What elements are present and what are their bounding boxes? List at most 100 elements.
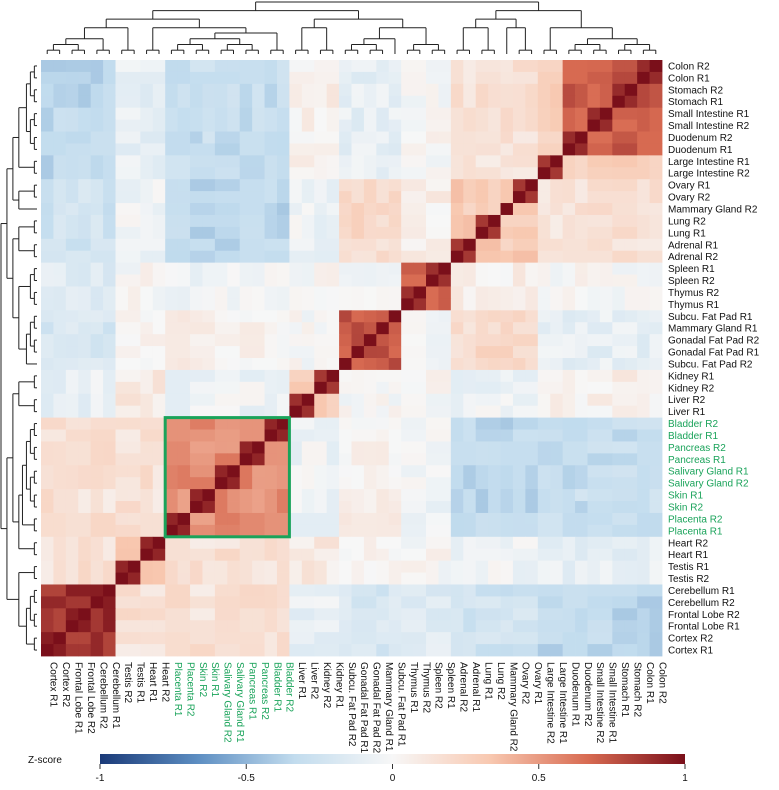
heatmap-cell	[463, 214, 477, 228]
heatmap-cell	[140, 441, 154, 454]
heatmap-cell	[239, 250, 253, 264]
heatmap-cell	[599, 238, 613, 252]
heatmap-cell	[463, 226, 477, 240]
heatmap-cell	[90, 369, 104, 383]
heatmap-cell	[289, 405, 303, 418]
heatmap-cell	[351, 119, 365, 132]
heatmap-cell	[314, 501, 328, 514]
heatmap-cell	[53, 143, 67, 156]
heatmap-cell	[289, 250, 303, 264]
row-label: Adrenal R1	[668, 240, 718, 251]
heatmap-cell	[450, 429, 464, 442]
heatmap-cell	[438, 477, 452, 490]
heatmap-cell	[152, 477, 166, 490]
heatmap-cell	[463, 179, 477, 192]
heatmap-cell	[202, 572, 216, 585]
heatmap-cell	[649, 548, 663, 562]
heatmap-cell	[90, 512, 104, 526]
heatmap-cell	[363, 381, 377, 395]
heatmap-cell	[450, 214, 464, 228]
heatmap-cell	[276, 512, 290, 526]
heatmap-cell	[214, 155, 228, 168]
heatmap-cell	[612, 644, 626, 657]
heatmap-cell	[351, 214, 365, 228]
heatmap-cell	[537, 417, 551, 430]
heatmap-cell	[376, 143, 390, 156]
heatmap-cell	[562, 238, 576, 252]
heatmap-cell	[239, 441, 253, 454]
heatmap-cell	[562, 596, 576, 609]
heatmap-cell	[289, 512, 303, 526]
heatmap-cell	[413, 524, 427, 538]
heatmap-cell	[339, 286, 352, 299]
heatmap-cell	[525, 441, 539, 454]
heatmap-cell	[537, 191, 551, 204]
heatmap-cell	[500, 644, 514, 657]
heatmap-cell	[140, 453, 154, 466]
heatmap-cell	[214, 381, 228, 395]
heatmap-cell	[289, 441, 303, 454]
heatmap-cell	[127, 83, 141, 97]
heatmap-cell	[512, 572, 526, 585]
heatmap-cell	[339, 131, 352, 144]
heatmap-cell	[152, 441, 166, 454]
heatmap-cell	[587, 477, 601, 490]
heatmap-cell	[438, 381, 452, 395]
heatmap-cell	[165, 620, 179, 633]
heatmap-cell	[401, 560, 414, 573]
heatmap-cell	[289, 572, 303, 585]
heatmap-cell	[65, 95, 79, 109]
heatmap-cell	[599, 60, 613, 73]
heatmap-cell	[264, 512, 278, 526]
heatmap-cell	[488, 501, 501, 514]
heatmap-cell	[115, 155, 129, 168]
heatmap-cell	[202, 155, 216, 168]
heatmap-cell	[78, 441, 92, 454]
heatmap-cell	[127, 620, 141, 633]
heatmap-cell	[140, 262, 154, 275]
heatmap-cell	[140, 83, 154, 97]
heatmap-cell	[426, 155, 439, 168]
heatmap-cell	[190, 441, 203, 454]
heatmap-cell	[475, 572, 489, 585]
heatmap-cell	[575, 512, 588, 526]
heatmap-cell	[463, 167, 477, 180]
heatmap-cell	[177, 119, 191, 132]
heatmap-cell	[500, 60, 514, 73]
heatmap-cell	[214, 477, 228, 490]
heatmap-cell	[637, 453, 650, 466]
heatmap-cell	[314, 417, 328, 430]
heatmap-cell	[214, 358, 228, 371]
column-label: Testis R2	[122, 662, 133, 704]
heatmap-cell	[363, 167, 377, 180]
heatmap-cell	[587, 512, 601, 526]
heatmap-cell	[103, 346, 116, 359]
heatmap-cell	[41, 644, 54, 657]
heatmap-cell	[587, 620, 601, 633]
heatmap-cell	[90, 358, 104, 371]
heatmap-cell	[649, 250, 663, 264]
heatmap-cell	[500, 179, 514, 192]
heatmap-cell	[41, 107, 54, 120]
heatmap-cell	[550, 238, 564, 252]
heatmap-cell	[90, 572, 104, 585]
colorbar-tick-label: -1	[96, 773, 105, 784]
heatmap-cell	[562, 179, 576, 192]
heatmap-cell	[276, 524, 290, 538]
heatmap-cell	[612, 429, 626, 442]
heatmap-cell	[90, 346, 104, 359]
heatmap-cell	[202, 584, 216, 597]
heatmap-cell	[438, 310, 452, 323]
heatmap-cell	[575, 226, 588, 240]
column-label: Frontal Lobe R2	[85, 662, 96, 734]
heatmap-cell	[612, 346, 626, 359]
heatmap-cell	[525, 453, 539, 466]
heatmap-cell	[227, 262, 241, 275]
heatmap-cell	[165, 274, 179, 287]
heatmap-cell	[376, 369, 390, 383]
heatmap-cell	[649, 453, 663, 466]
heatmap-cell	[127, 596, 141, 609]
heatmap-cell	[227, 644, 241, 657]
heatmap-cell	[388, 477, 402, 490]
heatmap-cell	[587, 465, 601, 478]
